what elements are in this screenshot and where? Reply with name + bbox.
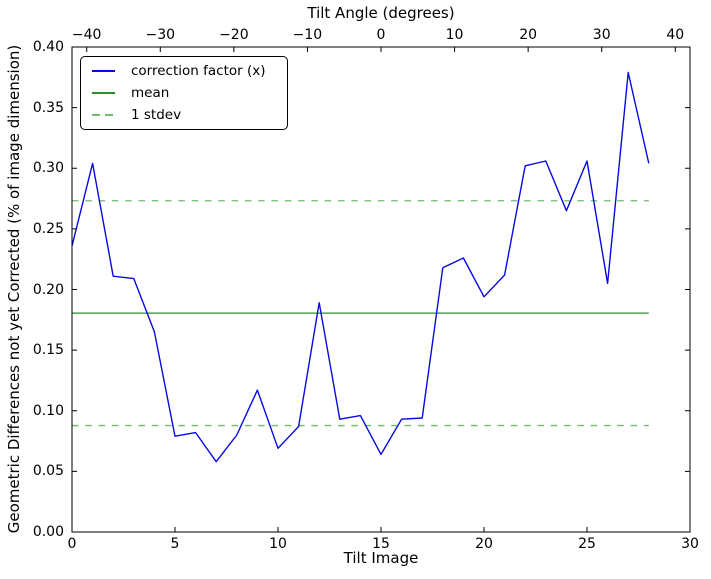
axes-frame <box>71 46 691 533</box>
legend-entry-correction-factor: correction factor (x) <box>81 60 287 82</box>
xtick-label-bottom: 0 <box>67 536 77 552</box>
ytick-label: 0.05 <box>32 463 64 480</box>
xtick-label-top: −40 <box>71 27 102 43</box>
blue-line-sample-icon <box>92 70 115 72</box>
ytick-label: 0.20 <box>32 281 64 298</box>
correction-factor-line <box>71 71 650 463</box>
green-line-sample-icon <box>92 92 115 94</box>
xtick-label-top: 20 <box>519 27 538 43</box>
legend-label: 1 stdev <box>131 107 182 123</box>
legend-entry-stdev: 1 stdev <box>81 104 287 126</box>
legend: correction factor (x) mean 1 stdev <box>80 56 288 130</box>
xtick-label-bottom: 15 <box>372 536 390 552</box>
xtick-label-top: −20 <box>219 27 249 43</box>
x-axis-label: Tilt Image <box>343 549 419 567</box>
xtick-label-top: −30 <box>145 27 176 43</box>
legend-label: mean <box>131 85 170 101</box>
ytick-label: 0.40 <box>32 39 64 55</box>
legend-entry-mean: mean <box>81 82 287 104</box>
xtick-label-top: 40 <box>666 27 685 43</box>
xtick-label-bottom: 20 <box>475 536 493 552</box>
xtick-label-top: 30 <box>592 27 611 43</box>
ytick-label: 0.10 <box>32 402 64 419</box>
xtick-label-top: 10 <box>445 27 464 43</box>
ytick-label: 0.30 <box>32 160 64 177</box>
ytick-label: 0.25 <box>32 220 64 237</box>
xtick-label-bottom: 25 <box>578 536 596 552</box>
xtick-label-top: 0 <box>376 27 386 43</box>
xtick-label-bottom: 5 <box>170 536 180 552</box>
ytick-label: 0.00 <box>32 524 64 540</box>
green-dashed-line-sample-icon <box>92 114 115 116</box>
xtick-label-bottom: 10 <box>269 536 287 552</box>
top-axis-title: Tilt Angle (degrees) <box>307 4 455 22</box>
xtick-label-top: −10 <box>292 27 323 43</box>
ytick-label: 0.35 <box>32 99 64 116</box>
ytick-label: 0.15 <box>32 342 64 359</box>
xtick-label-bottom: 30 <box>681 536 699 552</box>
legend-label: correction factor (x) <box>131 63 266 79</box>
